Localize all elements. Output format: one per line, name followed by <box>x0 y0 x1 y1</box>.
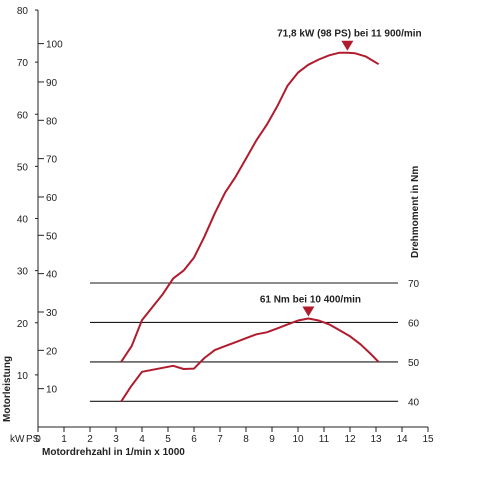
ps-unit-label: PS <box>26 434 40 445</box>
x-tick-label: 6 <box>191 434 197 445</box>
ps-tick-label: 60 <box>46 193 58 204</box>
ps-tick-label: 40 <box>46 270 58 281</box>
kw-tick-label: 60 <box>17 110 29 121</box>
nm-tick-label: 60 <box>408 318 420 329</box>
peak-marker-icon <box>302 306 315 317</box>
annotations: 71,8 kW (98 PS) bei 11 900/min 61 Nm bei … <box>260 29 422 317</box>
power-curve <box>120 51 380 363</box>
kw-tick-label: 80 <box>17 6 29 17</box>
x-tick-label: 10 <box>292 434 304 445</box>
x-axis-label: Motordrehzahl in 1/min x 1000 <box>42 447 185 458</box>
x-tick-label: 13 <box>370 434 382 445</box>
kw-unit-label: kW <box>10 434 25 445</box>
ps-tick-label: 20 <box>46 346 58 357</box>
x-tick-label: 8 <box>243 434 249 445</box>
ps-tick-label: 50 <box>46 231 58 242</box>
x-tick-label: 3 <box>113 434 119 445</box>
kw-tick-label: 10 <box>17 371 29 382</box>
kw-tick-label: 20 <box>17 319 29 330</box>
x-tick-label: 15 <box>422 434 434 445</box>
x-tick-label: 14 <box>396 434 408 445</box>
x-tick-label: 1 <box>61 434 67 445</box>
nm-tick-label: 50 <box>408 358 420 369</box>
x-tick-label: 7 <box>217 434 223 445</box>
kw-tick-label: 40 <box>17 215 29 226</box>
nm-tick-label: 40 <box>408 397 420 408</box>
ps-tick-label: 100 <box>46 40 63 51</box>
x-tick-label: 4 <box>139 434 145 445</box>
ps-tick-label: 80 <box>46 116 58 127</box>
x-tick-label: 0 <box>35 434 41 445</box>
peak-marker-icon <box>341 40 354 51</box>
x-tick-label: 12 <box>344 434 356 445</box>
series-lines <box>120 51 380 402</box>
x-tick-label: 5 <box>165 434 171 445</box>
right-axis-title: Drehmoment in Nm <box>410 166 421 258</box>
x-tick-label: 9 <box>269 434 275 445</box>
peak-annotation: 71,8 kW (98 PS) bei 11 900/min <box>277 29 422 40</box>
kw-tick-label: 70 <box>17 58 29 69</box>
x-tick-label: 2 <box>87 434 93 445</box>
axes <box>35 9 429 432</box>
x-tick-label: 11 <box>319 434 330 445</box>
ps-tick-label: 10 <box>46 385 58 396</box>
kw-tick-label: 30 <box>17 267 29 278</box>
ps-tick-label: 30 <box>46 308 58 319</box>
torque-curve <box>120 317 380 402</box>
left-axis-title: Motorleistung <box>2 356 13 422</box>
kw-tick-label: 50 <box>17 162 29 173</box>
ps-tick-label: 90 <box>46 78 58 89</box>
nm-tick-label: 70 <box>408 279 420 290</box>
peak-annotation: 61 Nm bei 10 400/min <box>260 295 361 306</box>
ps-tick-label: 70 <box>46 155 58 166</box>
